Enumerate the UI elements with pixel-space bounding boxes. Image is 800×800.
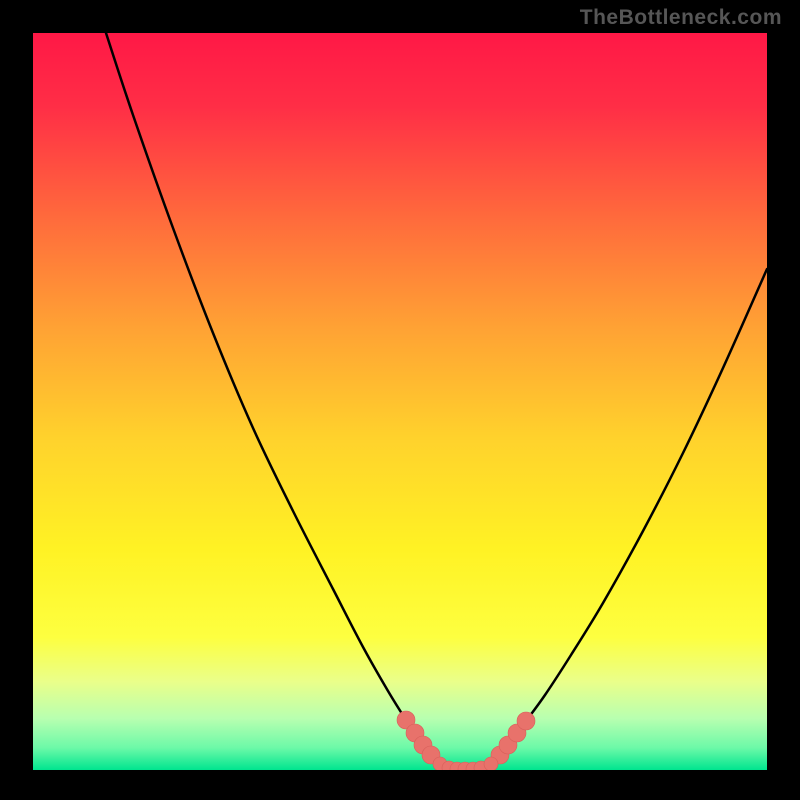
curve-marker [484,757,498,770]
watermark-label: TheBottleneck.com [580,6,782,30]
curve-marker [517,712,535,730]
bottleneck-chart [33,33,767,770]
chart-frame: TheBottleneck.com [0,0,800,800]
